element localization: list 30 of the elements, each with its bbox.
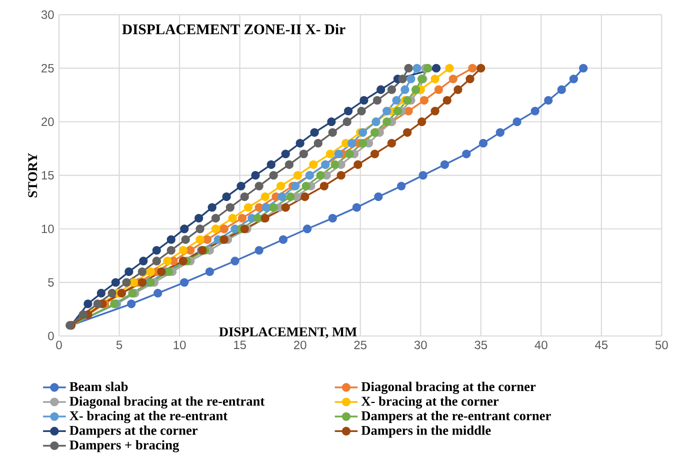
legend-label: Dampers in the middle	[361, 425, 491, 438]
legend-label: Beam slab	[70, 382, 128, 392]
x-tick-label: 5	[116, 340, 122, 350]
x-tick-label: 25	[354, 340, 367, 350]
y-tick-label: 15	[42, 171, 54, 180]
y-tick-label: 5	[48, 278, 54, 287]
x-tick-label: 20	[294, 340, 306, 350]
x-tick-label: 0	[56, 340, 62, 350]
legend-label: Diagonal bracing at the corner	[361, 382, 536, 394]
chart-title: DISPLACEMENT ZONE-II X- Dir	[122, 24, 346, 34]
y-tick-label: 25	[42, 64, 54, 72]
x-tick-label: 40	[534, 340, 548, 350]
x-tick-label: 30	[414, 340, 427, 350]
legend-label: Dampers + bracing	[70, 440, 180, 452]
y-tick-label: 30	[41, 10, 54, 19]
y-axis-title: STORY	[28, 152, 38, 198]
y-tick-label: 20	[42, 118, 54, 126]
x-axis-title: DISPLACEMENT, MM	[219, 327, 357, 338]
y-tick-label: 10	[42, 224, 54, 234]
legend-label: Diagonal bracing at the re-entrant	[70, 396, 265, 409]
x-tick-label: 50	[655, 340, 668, 350]
y-tick-label: 0	[48, 332, 54, 340]
x-tick-label: 35	[474, 340, 488, 350]
x-tick-label: 15	[234, 340, 246, 350]
legend-label: Dampers at the corner	[70, 425, 198, 438]
legend-label: Dampers at the re-entrant corner	[361, 410, 551, 424]
legend-label: X- bracing at the re-entrant	[70, 410, 228, 424]
legend-label: X- bracing at the corner	[361, 396, 499, 409]
x-tick-label: 45	[595, 340, 608, 350]
x-tick-label: 10	[174, 340, 186, 350]
